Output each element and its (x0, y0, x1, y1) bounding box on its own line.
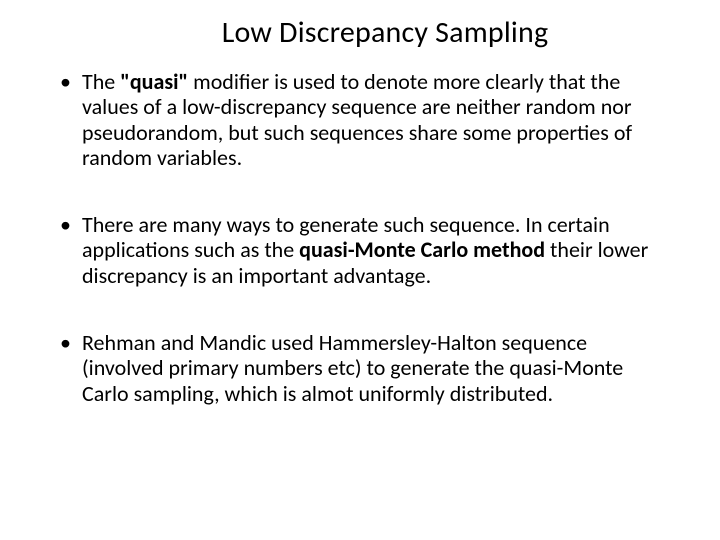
slide: Low Discrepancy Sampling The "quasi" mod… (0, 0, 720, 540)
bullet-item: Rehman and Mandic used Hammersley-Halton… (56, 330, 664, 406)
bullet-text-pre: The (82, 68, 120, 95)
bullet-text-pre: Rehman and Mandic used Hammersley-Halton… (82, 329, 623, 407)
slide-title: Low Discrepancy Sampling (56, 14, 664, 51)
bullet-text-bold: "quasi" (120, 68, 188, 95)
bullet-item: The "quasi" modifier is used to denote m… (56, 69, 664, 170)
bullet-text-bold: quasi-Monte Carlo method (299, 236, 545, 263)
bullet-item: There are many ways to generate such seq… (56, 212, 664, 288)
bullet-list: The "quasi" modifier is used to denote m… (56, 69, 664, 406)
